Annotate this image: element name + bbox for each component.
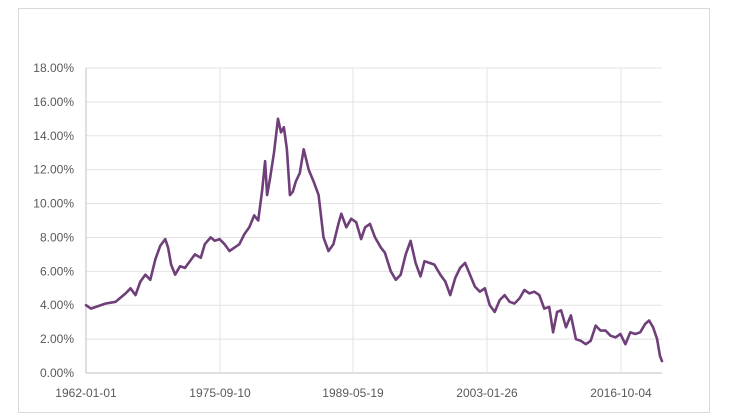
y-tick-label: 14.00% (33, 129, 74, 143)
y-tick-label: 2.00% (40, 332, 74, 346)
y-tick-label: 0.00% (40, 366, 74, 380)
x-axis: 1962-01-01 1975-09-10 1989-05-19 2003-01-26… (55, 386, 652, 400)
y-tick-label: 16.00% (33, 95, 74, 109)
x-tick-label: 1989-05-19 (322, 386, 384, 400)
series-layer (84, 117, 664, 363)
y-tick-label: 6.00% (40, 264, 74, 278)
grid-lines (85, 67, 662, 374)
y-tick-label: 10.00% (33, 197, 74, 211)
y-tick-label: 12.00% (33, 163, 74, 177)
y-axis: 0.00% 2.00% 4.00% 6.00% 8.00% 10.00% 12.00% 14.… (33, 61, 74, 380)
chart-frame (18, 8, 710, 413)
y-tick-label: 8.00% (40, 230, 74, 244)
y-tick-label: 4.00% (40, 298, 74, 312)
x-tick-label: 1962-01-01 (55, 386, 117, 400)
x-tick-label: 2003-01-26 (456, 386, 518, 400)
x-tick-label: 1975-09-10 (189, 386, 251, 400)
y-tick-label: 18.00% (33, 61, 74, 75)
series-line (84, 117, 664, 363)
x-tick-label: 2016-10-04 (590, 386, 652, 400)
